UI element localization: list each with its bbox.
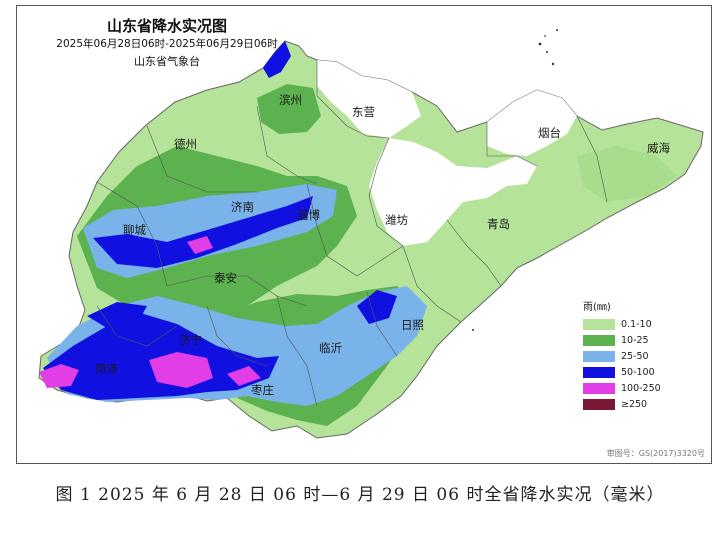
admin-boundaries <box>96 60 608 407</box>
map-period: 2025年06月28日06时-2025年06月29日06时 <box>56 38 278 50</box>
rain-patch-moderate-east <box>577 146 677 202</box>
legend-label: ≥250 <box>621 398 648 410</box>
legend-swatch <box>583 350 615 362</box>
legend-item: 100-250 <box>583 381 693 395</box>
city-weihai: 威海 <box>647 141 670 155</box>
legend-label: 0.1-10 <box>621 318 652 330</box>
rain-patch-moderate-binzhou <box>257 84 321 134</box>
islands <box>472 29 558 331</box>
rain-band-veryheavy-south <box>43 312 279 400</box>
city-yantai: 烟台 <box>538 126 561 140</box>
legend-label: 10-25 <box>621 334 649 346</box>
city-binzhou: 滨州 <box>279 93 302 107</box>
no-rain-zone-dongying <box>317 60 421 138</box>
city-heze: 菏泽 <box>95 362 118 376</box>
legend-item: 50-100 <box>583 365 693 379</box>
rain-patch-veryheavy-linyi <box>357 290 397 324</box>
city-rizhao: 日照 <box>401 318 424 332</box>
city-jinan: 济南 <box>231 200 254 214</box>
legend-item: ≥250 <box>583 397 693 411</box>
legend-swatch <box>583 366 615 378</box>
rain-patch-veryheavy-jining <box>87 302 147 328</box>
city-dongying: 东营 <box>352 105 375 119</box>
legend-label: 50-100 <box>621 366 655 378</box>
rain-patch-north-tip <box>263 41 291 78</box>
city-linyi: 临沂 <box>319 341 342 355</box>
no-rain-zone-yantai <box>487 90 577 156</box>
rain-band-veryheavy-jinan <box>93 196 313 268</box>
map-title: 山东省降水实况图 <box>106 17 227 35</box>
legend-item: 0.1-10 <box>583 317 693 331</box>
rain-core-torrential-heze <box>149 352 213 388</box>
city-dezhou: 德州 <box>174 137 197 151</box>
rain-core-torrential-west <box>39 364 79 388</box>
no-rain-zone-weifang <box>369 138 537 246</box>
city-zaozhuang: 枣庄 <box>251 383 274 397</box>
rain-core-torrential-jinan <box>187 236 213 254</box>
legend-label: 100-250 <box>621 382 661 394</box>
legend-swatch <box>583 318 615 330</box>
precipitation-legend: 雨(㎜) 0.1-10 10-25 25-50 50-100 100-250 ≥… <box>583 298 693 413</box>
city-labels: 滨州 东营 德州 烟台 威海 济南 淄博 聊城 潍坊 青岛 泰安 日照 济宁 临… <box>95 93 670 397</box>
legend-item: 25-50 <box>583 349 693 363</box>
legend-item: 10-25 <box>583 333 693 347</box>
city-liaocheng: 聊城 <box>123 223 146 237</box>
city-taian: 泰安 <box>214 271 237 285</box>
legend-swatch <box>583 398 615 410</box>
figure-caption: 图 1 2025 年 6 月 28 日 06 时—6 月 29 日 06 时全省… <box>55 485 665 505</box>
legend-label: 25-50 <box>621 350 649 362</box>
map-frame: 滨州 东营 德州 烟台 威海 济南 淄博 聊城 潍坊 青岛 泰安 日照 济宁 临… <box>16 5 712 464</box>
rain-core-torrential-east <box>227 366 261 386</box>
legend-swatch <box>583 382 615 394</box>
review-number: 审图号：GS(2017)3320号 <box>606 449 705 458</box>
legend-swatch <box>583 334 615 346</box>
map-agency: 山东省气象台 <box>134 55 200 68</box>
legend-title: 雨(㎜) <box>583 302 611 313</box>
city-qingdao: 青岛 <box>487 217 510 231</box>
city-zibo: 淄博 <box>297 208 320 222</box>
city-jining: 济宁 <box>179 333 202 347</box>
precipitation-map: 滨州 东营 德州 烟台 威海 济南 淄博 聊城 潍坊 青岛 泰安 日照 济宁 临… <box>38 29 704 439</box>
city-weifang: 潍坊 <box>385 213 408 227</box>
